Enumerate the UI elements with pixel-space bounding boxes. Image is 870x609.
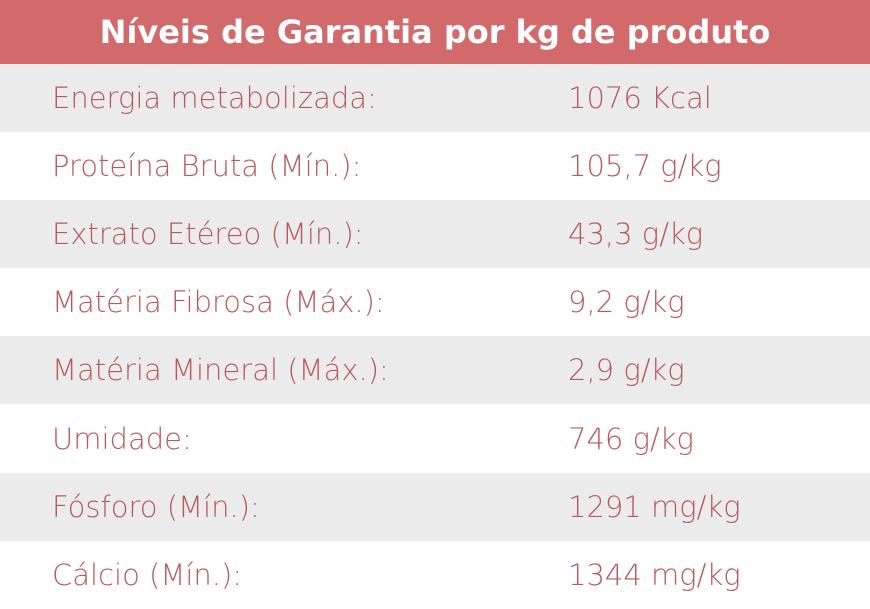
table-row: Matéria Mineral (Máx.): 2,9 g/kg <box>0 336 870 405</box>
value-cell: 105,7 g/kg <box>568 149 722 184</box>
value-cell: 43,3 g/kg <box>568 217 704 252</box>
table-body: Energia metabolizada: 1076 Kcal Proteína B… <box>0 64 870 609</box>
value-cell: 746 g/kg <box>568 421 694 456</box>
label-cell: Fósforo (Mín.): <box>52 489 260 524</box>
table-row: Fósforo (Mín.): 1291 mg/kg <box>0 472 870 541</box>
label-cell: Matéria Mineral (Máx.): <box>52 353 389 388</box>
label-cell: Proteína Bruta (Mín.): <box>52 149 362 184</box>
label-cell: Cálcio (Mín.): <box>52 557 243 592</box>
table-title: Níveis de Garantia por kg de produto <box>0 0 870 64</box>
value-cell: 2,9 g/kg <box>568 353 685 388</box>
table-row: Extrato Etéreo (Mín.): 43,3 g/kg <box>0 200 870 269</box>
label-cell: Umidade: <box>52 421 192 456</box>
label-cell: Matéria Fibrosa (Máx.): <box>52 285 385 320</box>
value-cell: 1291 mg/kg <box>568 489 741 524</box>
table-row: Matéria Fibrosa (Máx.): 9,2 g/kg <box>0 268 870 336</box>
table-row: Umidade: 746 g/kg <box>0 404 870 472</box>
value-cell: 1344 mg/kg <box>568 557 741 592</box>
value-cell: 1076 Kcal <box>568 81 712 116</box>
table-row: Cálcio (Mín.): 1344 mg/kg <box>0 541 870 609</box>
table-row: Proteína Bruta (Mín.): 105,7 g/kg <box>0 132 870 200</box>
table-row: Energia metabolizada: 1076 Kcal <box>0 64 870 133</box>
label-cell: Extrato Etéreo (Mín.): <box>52 217 364 252</box>
label-cell: Energia metabolizada: <box>52 81 377 116</box>
value-cell: 9,2 g/kg <box>568 285 685 320</box>
